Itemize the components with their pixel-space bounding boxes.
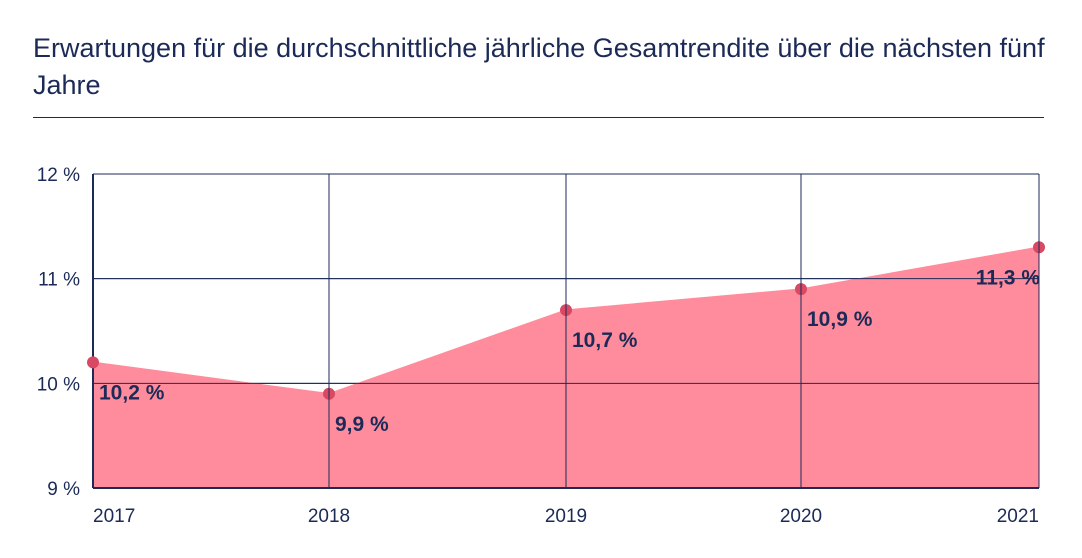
title-divider [33, 117, 1044, 118]
x-tick-label: 2018 [308, 506, 350, 527]
data-label-2018: 9,9 % [335, 413, 389, 436]
data-labels: 10,2 % 9,9 % 10,7 % 10,9 % 11,3 % [99, 266, 1040, 436]
x-tick-label: 2017 [93, 506, 135, 527]
y-tick-label: 11 % [38, 270, 80, 291]
data-label-2019: 10,7 % [572, 329, 638, 352]
x-tick-label: 2020 [780, 506, 822, 527]
y-tick-label: 10 % [37, 374, 80, 395]
data-label-2020: 10,9 % [807, 308, 873, 331]
data-point-2017 [87, 356, 99, 369]
data-label-2017: 10,2 % [99, 381, 165, 404]
data-label-2021: 11,3 % [976, 266, 1041, 289]
grid-overlay [93, 173, 1040, 488]
y-tick-label: 9 % [47, 479, 80, 500]
y-tick-labels: 9 % 10 % 11 % 12 % [37, 165, 80, 500]
x-tick-label: 2021 [997, 506, 1039, 527]
y-tick-label: 12 % [37, 165, 80, 186]
x-tick-label: 2019 [545, 506, 587, 527]
chart-title: Erwartungen für die durchschnittliche jä… [33, 33, 1045, 100]
x-tick-labels: 2017 2018 2019 2020 2021 [93, 506, 1039, 527]
